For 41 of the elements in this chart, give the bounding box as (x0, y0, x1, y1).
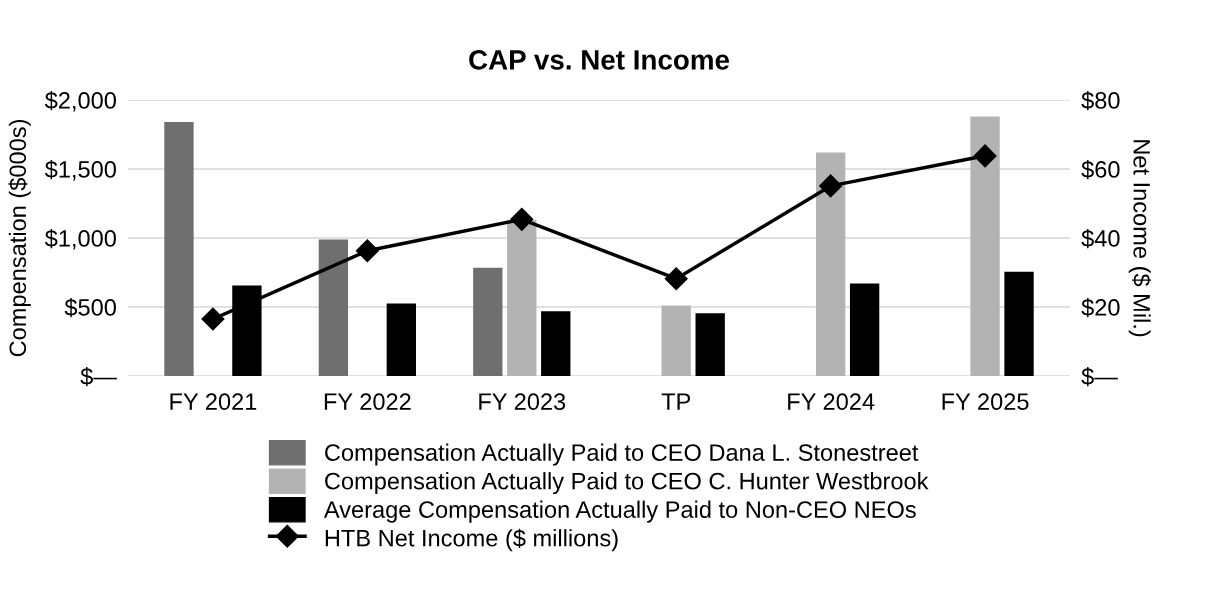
point (819, 174, 843, 198)
bar (386, 303, 416, 376)
bar (849, 283, 880, 376)
legend-label: Compensation Actually Paid to CEO Dana L. Stonestreet (325, 443, 919, 466)
x-tick-label: FY 2023 (479, 393, 566, 411)
x-tick-label: FY 2025 (942, 393, 1029, 411)
x-tick-label: FY 2021 (170, 393, 257, 411)
point (355, 239, 379, 263)
x-tick-label: FY 2024 (788, 393, 875, 411)
legend-label: HTB Net Income ($ millions) (325, 528, 618, 552)
y2-axis-title: Net Income ($ Mil.) (1128, 140, 1152, 337)
y2-tick-label: $— (1081, 367, 1118, 387)
bar (815, 152, 846, 376)
y2-tick-label: $40 (1081, 229, 1120, 249)
point (201, 307, 225, 331)
y-tick-label: $1,500 (44, 160, 116, 181)
bar (970, 116, 1000, 376)
point (973, 144, 997, 168)
y2-tick-label: $60 (1081, 160, 1120, 180)
bar (318, 239, 349, 376)
bar (541, 311, 571, 376)
y2-tick-label: $20 (1081, 298, 1120, 318)
y2-tick-label: $80 (1081, 91, 1120, 111)
y-tick-label: $— (80, 367, 117, 387)
bar (507, 220, 537, 376)
bar (164, 122, 194, 376)
bar (473, 267, 503, 376)
point (510, 207, 534, 231)
y-axis-title: Compensation ($000s) (8, 120, 31, 357)
x-tick-label: TP (661, 393, 691, 410)
y-tick-label: $1,000 (44, 229, 116, 250)
y-tick-label: $2,000 (44, 91, 116, 112)
legend-label: Average Compensation Actually Paid to Non-CEO NEOs (323, 500, 916, 523)
x-tick-label: FY 2022 (324, 393, 411, 411)
point (664, 267, 688, 291)
chart-title: CAP vs. Net Income (469, 50, 730, 70)
bar (695, 313, 725, 376)
bar (1004, 271, 1034, 376)
legend-label: Compensation Actually Paid to CEO C. Hunter Westbrook (325, 472, 929, 495)
bar (661, 305, 691, 376)
y-tick-label: $500 (64, 298, 116, 318)
